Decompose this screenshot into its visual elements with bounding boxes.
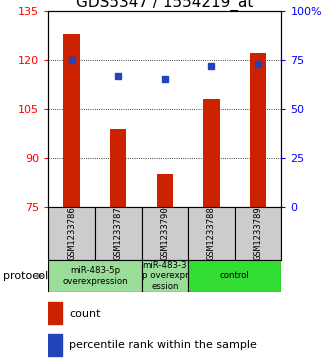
Title: GDS5347 / 1554219_at: GDS5347 / 1554219_at <box>76 0 253 11</box>
Text: miR-483-3
p overexpr
ession: miR-483-3 p overexpr ession <box>142 261 188 291</box>
Bar <box>188 207 235 260</box>
Bar <box>142 207 188 260</box>
Bar <box>48 260 142 292</box>
Bar <box>48 302 62 325</box>
Text: GSM1233786: GSM1233786 <box>67 206 76 260</box>
Bar <box>250 53 266 207</box>
Text: miR-483-5p
overexpression: miR-483-5p overexpression <box>62 266 128 286</box>
Bar <box>110 129 127 207</box>
Bar <box>142 260 188 292</box>
Text: control: control <box>220 272 250 280</box>
Bar <box>235 207 281 260</box>
Bar <box>188 260 281 292</box>
Text: percentile rank within the sample: percentile rank within the sample <box>69 340 257 350</box>
Bar <box>48 334 62 356</box>
Bar <box>48 207 95 260</box>
Text: count: count <box>69 309 101 319</box>
Text: GSM1233790: GSM1233790 <box>160 206 169 260</box>
Text: GSM1233787: GSM1233787 <box>114 206 123 260</box>
Bar <box>63 34 80 207</box>
Bar <box>203 99 220 207</box>
Bar <box>95 207 142 260</box>
Text: GSM1233789: GSM1233789 <box>253 206 263 260</box>
Text: GSM1233788: GSM1233788 <box>207 206 216 260</box>
Bar <box>157 174 173 207</box>
Text: protocol: protocol <box>3 271 49 281</box>
